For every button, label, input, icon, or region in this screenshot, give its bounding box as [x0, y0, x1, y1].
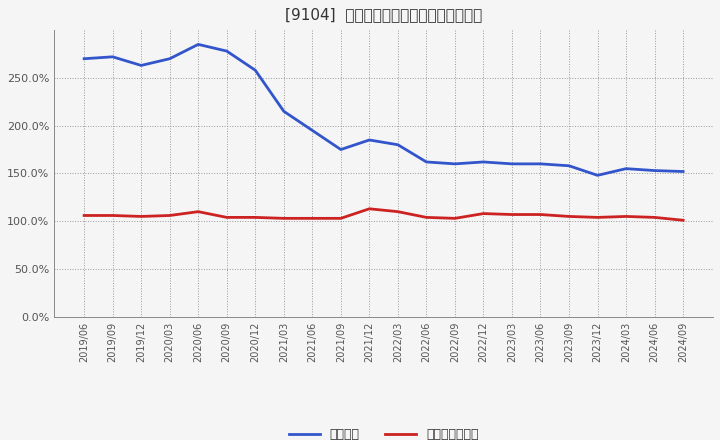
固定長期適合率: [137, 214, 145, 219]
Line: 固定比率: 固定比率: [84, 44, 683, 175]
固定長期適合率: [194, 209, 202, 214]
固定比率: [536, 161, 545, 166]
固定長期適合率: [622, 214, 631, 219]
固定長期適合率: [650, 215, 659, 220]
固定比率: [622, 166, 631, 171]
固定比率: [564, 163, 573, 169]
固定長期適合率: [394, 209, 402, 214]
固定比率: [194, 42, 202, 47]
Title: [9104]  固定比率、固定長期適合率の推移: [9104] 固定比率、固定長期適合率の推移: [285, 7, 482, 22]
固定比率: [166, 56, 174, 61]
固定比率: [222, 48, 231, 54]
固定比率: [80, 56, 89, 61]
固定長期適合率: [222, 215, 231, 220]
Legend: 固定比率, 固定長期適合率: 固定比率, 固定長期適合率: [284, 423, 484, 440]
Line: 固定長期適合率: 固定長期適合率: [84, 209, 683, 220]
固定長期適合率: [508, 212, 516, 217]
固定比率: [279, 109, 288, 114]
固定長期適合率: [308, 216, 317, 221]
固定長期適合率: [536, 212, 545, 217]
固定比率: [593, 172, 602, 178]
固定長期適合率: [593, 215, 602, 220]
固定長期適合率: [422, 215, 431, 220]
固定長期適合率: [166, 213, 174, 218]
固定長期適合率: [336, 216, 345, 221]
固定長期適合率: [279, 216, 288, 221]
固定長期適合率: [479, 211, 487, 216]
固定比率: [650, 168, 659, 173]
固定比率: [365, 137, 374, 143]
固定比率: [308, 128, 317, 133]
固定長期適合率: [564, 214, 573, 219]
固定比率: [137, 63, 145, 68]
固定比率: [422, 159, 431, 165]
固定比率: [508, 161, 516, 166]
固定比率: [251, 68, 260, 73]
固定比率: [451, 161, 459, 166]
固定長期適合率: [365, 206, 374, 212]
固定比率: [679, 169, 688, 174]
固定長期適合率: [679, 218, 688, 223]
固定長期適合率: [108, 213, 117, 218]
固定長期適合率: [251, 215, 260, 220]
固定比率: [336, 147, 345, 152]
固定長期適合率: [451, 216, 459, 221]
固定長期適合率: [80, 213, 89, 218]
固定比率: [479, 159, 487, 165]
固定比率: [394, 142, 402, 147]
固定比率: [108, 54, 117, 59]
